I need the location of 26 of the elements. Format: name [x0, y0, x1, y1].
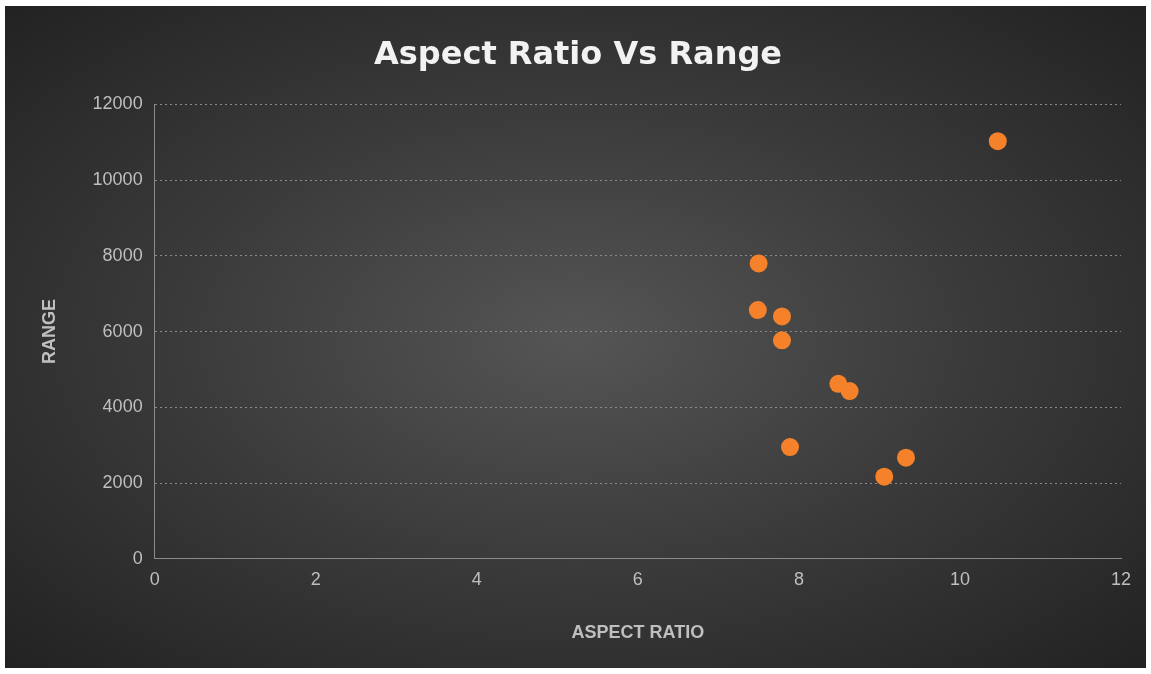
- chart-title: Aspect Ratio Vs Range: [373, 33, 783, 72]
- x-tick-label: 4: [471, 568, 482, 589]
- x-tick-label: 6: [632, 568, 643, 589]
- point: [840, 382, 859, 401]
- y-tick-label: 0: [132, 547, 143, 568]
- y-tick-label: 8000: [102, 244, 143, 265]
- point: [896, 448, 915, 467]
- x-tick-label: 8: [793, 568, 804, 589]
- x-tick-label: 10: [949, 568, 970, 589]
- y-tick-label: 10000: [92, 169, 143, 190]
- y-tick-label: 6000: [102, 320, 143, 341]
- x-axis-title: ASPECT RATIO: [571, 622, 705, 643]
- x-tick-label: 0: [149, 568, 160, 589]
- y-tick-label: 12000: [92, 93, 143, 114]
- x-tick-label: 12: [1110, 568, 1132, 589]
- point: [781, 438, 800, 457]
- point: [748, 301, 767, 320]
- y-axis-title: RANGE: [38, 299, 59, 365]
- point: [875, 467, 894, 486]
- point: [772, 331, 791, 350]
- y-tick-label: 4000: [102, 396, 143, 417]
- x-tick-label: 2: [310, 568, 321, 589]
- point: [988, 132, 1007, 151]
- y-tick-label: 2000: [102, 472, 143, 493]
- point: [772, 307, 791, 326]
- point: [749, 254, 768, 273]
